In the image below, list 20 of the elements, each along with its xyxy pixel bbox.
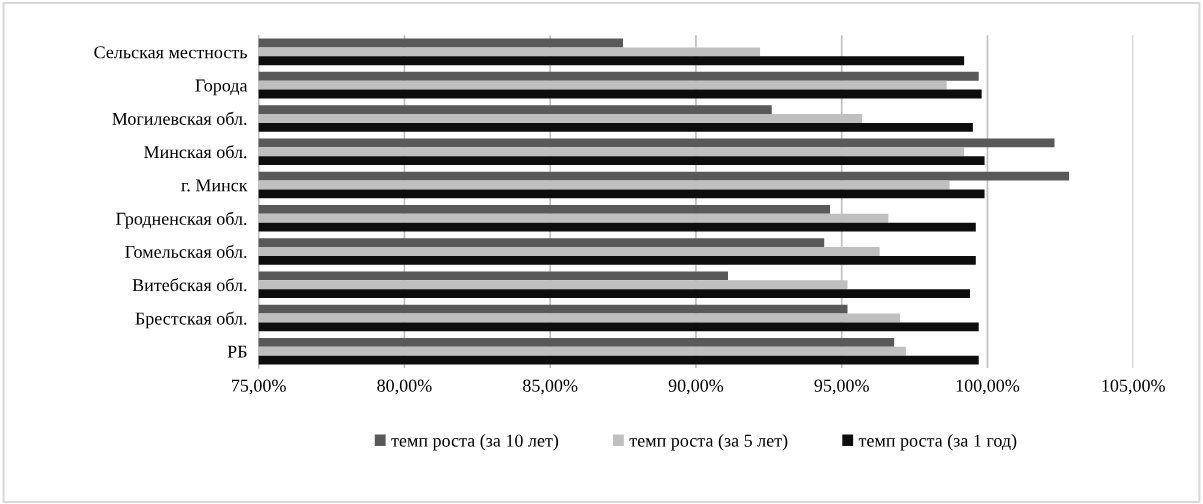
x-tick-label: 95,00% <box>814 379 869 395</box>
x-tick-label: 105,00% <box>1102 379 1165 395</box>
y-tick-label: Витебская обл. <box>132 278 247 292</box>
legend-label: темп роста (за 1 год) <box>858 434 1017 451</box>
y-tick-label: Гродненская обл. <box>116 211 247 229</box>
x-tick-label: 100,00% <box>956 379 1020 395</box>
y-tick-label: Брестская обл. <box>135 311 247 329</box>
y-tick-label: Сельская местность <box>94 46 247 59</box>
legend-label: темп роста (за 5 лет) <box>629 434 788 451</box>
legend-label: темп роста (за 10 лет) <box>391 434 559 451</box>
x-tick-label: 80,00% <box>377 379 432 395</box>
y-tick-label: Могилевская обл. <box>112 111 247 125</box>
x-tick-label: 85,00% <box>523 379 578 395</box>
y-tick-label: Минская обл. <box>144 145 247 159</box>
x-tick-label: 90,00% <box>668 379 724 395</box>
y-tick-label: г. Минск <box>181 179 248 192</box>
x-tick-label: 75,00% <box>232 379 286 395</box>
y-tick-label: Города <box>195 79 248 96</box>
y-tick-label: РБ <box>227 345 247 358</box>
y-tick-label: Гомельская обл. <box>125 244 247 259</box>
